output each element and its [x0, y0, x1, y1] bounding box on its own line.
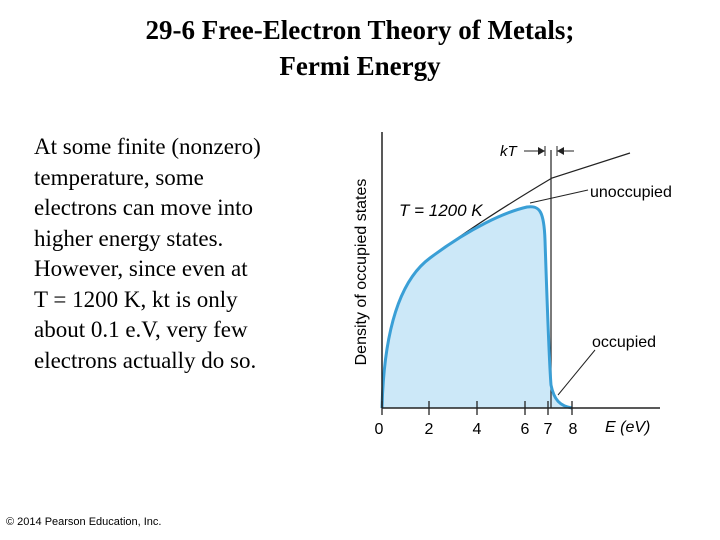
title-line-1: 29-6 Free-Electron Theory of Metals; — [145, 15, 575, 45]
x-tick-label: 8 — [569, 421, 578, 438]
temperature-label: T = 1200 K — [399, 201, 483, 220]
x-tick-label: 0 — [375, 421, 384, 438]
x-tick-label: 2 — [425, 421, 434, 438]
body-line: electrons actually do so. — [34, 347, 257, 373]
body-line: However, since even at — [34, 256, 248, 281]
body-line: electrons can move into — [34, 195, 254, 220]
finite-temperature-curve — [380, 205, 573, 410]
body-line: about 0.1 e.V, very few — [34, 317, 248, 342]
kt-label: kT — [500, 143, 519, 160]
occupied-states-fill — [382, 206, 570, 408]
unoccupied-label: unoccupied — [590, 184, 672, 201]
x-tick-label: 6 — [521, 421, 530, 438]
kt-arrowhead-left — [538, 147, 545, 155]
copyright-notice: © 2014 Pearson Education, Inc. — [6, 516, 162, 528]
occupied-label: occupied — [592, 334, 656, 351]
body-line: temperature, some — [34, 164, 204, 190]
slide-title: 29-6 Free-Electron Theory of Metals; Fer… — [0, 12, 720, 84]
body-line: higher energy states. — [34, 225, 224, 251]
body-line: At some finite (nonzero) — [34, 134, 261, 159]
y-axis-label: Density of occupied states — [353, 179, 370, 366]
x-axis-label: E (eV) — [605, 419, 650, 436]
unoccupied-leader — [529, 189, 589, 204]
x-tick-label: 7 — [544, 421, 553, 438]
body-line: T = 1200 K, kt is only — [34, 286, 238, 312]
title-line-2: Fermi Energy — [279, 51, 441, 81]
body-text: At some finite (nonzero) temperature, so… — [34, 132, 334, 376]
occupied-leader — [557, 349, 596, 396]
x-tick-label: 4 — [473, 421, 482, 438]
kt-arrowhead-right — [557, 147, 564, 155]
